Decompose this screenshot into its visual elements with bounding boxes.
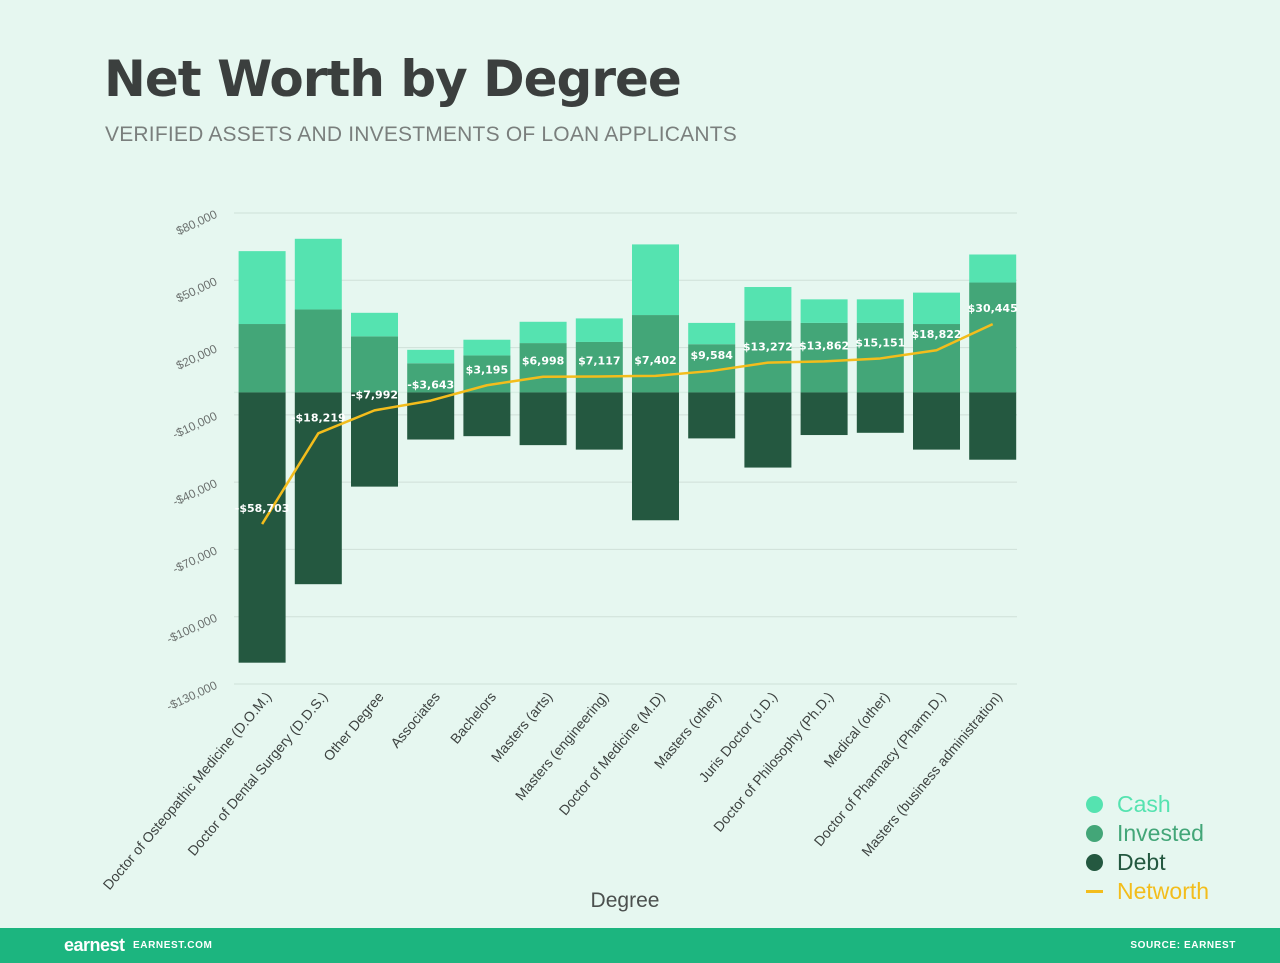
bar-debt	[800, 392, 848, 436]
bar-cash	[688, 322, 736, 345]
bar-debt	[969, 392, 1017, 460]
networth-value-label: $7,402	[634, 354, 676, 367]
bar-invested	[407, 363, 455, 393]
legend-label-invested: Invested	[1117, 820, 1204, 846]
footer-site-link[interactable]: EARNEST.COM	[133, 940, 213, 951]
value-labels: -$58,703 -$18,219 -$7,992 -$3,643 $3,195 $6,9…	[235, 302, 1018, 515]
y-tick-label: $80,000	[174, 207, 220, 238]
y-tick-label: -$40,000	[170, 476, 219, 509]
legend: Cash Invested Debt Networth	[1086, 790, 1209, 906]
legend-item-invested: Invested	[1086, 819, 1209, 848]
networth-value-label: $30,445	[968, 302, 1018, 315]
bar-cash	[632, 244, 679, 316]
page-title: Net Worth by Degree	[104, 50, 682, 108]
networth-value-label: -$7,992	[351, 388, 398, 401]
bar-debt	[463, 392, 511, 437]
x-category-label: Masters (engineering)	[512, 689, 612, 804]
legend-swatch-networth	[1086, 890, 1103, 893]
bar-cash	[856, 299, 904, 323]
bar-debt	[913, 392, 960, 450]
legend-swatch-debt	[1086, 854, 1103, 871]
legend-swatch-cash	[1086, 796, 1103, 813]
earnest-logo[interactable]: earnest	[64, 935, 125, 955]
bar-invested	[632, 315, 679, 393]
bar-debt	[519, 392, 567, 446]
bar-invested	[238, 324, 286, 393]
networth-value-label: -$58,703	[235, 502, 290, 515]
x-category-label: Doctor of Philosophy (Ph.D.)	[710, 689, 836, 835]
networth-value-label: $9,584	[690, 349, 733, 362]
bar-cash	[519, 321, 567, 344]
x-category-label: Associates	[387, 689, 443, 751]
bar-cash	[969, 254, 1017, 283]
legend-item-networth: Networth	[1086, 877, 1209, 906]
legend-item-debt: Debt	[1086, 848, 1209, 877]
y-tick-label: -$100,000	[164, 611, 219, 647]
bar-cash	[463, 339, 511, 356]
y-tick-label: -$10,000	[170, 409, 219, 442]
footer-bar: earnest EARNEST.COM SOURCE: EARNEST	[0, 928, 1280, 963]
bar-debt	[744, 392, 792, 468]
page-subtitle: VERIFIED ASSETS AND INVESTMENTS OF LOAN …	[105, 123, 737, 146]
bar-cash	[238, 251, 286, 325]
x-category-label: Bachelors	[447, 689, 499, 747]
y-tick-label: $20,000	[174, 341, 220, 372]
bar-cash	[744, 287, 792, 321]
networth-line	[261, 323, 994, 525]
bar-cash	[407, 349, 455, 364]
bar-debt	[575, 392, 623, 450]
bars	[238, 238, 1017, 663]
legend-swatch-invested	[1086, 825, 1103, 842]
bar-invested	[294, 309, 342, 393]
bar-debt	[294, 392, 342, 585]
legend-label-networth: Networth	[1117, 878, 1210, 904]
x-category-label: Other Degree	[320, 688, 387, 763]
y-tick-label: -$130,000	[164, 678, 219, 714]
bar-invested	[800, 322, 848, 393]
networth-value-label: -$18,219	[291, 411, 346, 424]
bar-debt	[632, 392, 679, 521]
networth-value-label: $18,822	[911, 328, 961, 341]
networth-line-layer	[261, 323, 994, 525]
y-tick-label: -$70,000	[170, 543, 219, 576]
legend-item-cash: Cash	[1086, 790, 1209, 819]
networth-value-label: $15,151	[855, 336, 905, 349]
networth-value-label: $6,998	[522, 355, 564, 368]
networth-value-label: $7,117	[578, 354, 620, 367]
networth-value-label: -$3,643	[407, 379, 454, 392]
bar-invested	[913, 324, 960, 393]
networth-value-label: $13,862	[799, 339, 849, 352]
y-tick-label: $50,000	[174, 274, 220, 305]
bar-invested	[519, 343, 567, 393]
networth-value-label: $13,272	[743, 341, 793, 354]
networth-value-label: $3,195	[466, 363, 508, 376]
bar-invested	[744, 320, 792, 393]
bar-cash	[913, 292, 960, 325]
legend-label-cash: Cash	[1117, 791, 1171, 817]
bar-debt	[238, 392, 286, 663]
bar-invested	[969, 282, 1017, 393]
legend-label-debt: Debt	[1117, 849, 1166, 875]
bar-cash	[351, 312, 398, 337]
bar-invested	[575, 341, 623, 393]
bar-debt	[688, 392, 736, 439]
x-category-label: Doctor of Medicine (M.D)	[556, 689, 668, 818]
footer-source: SOURCE: EARNEST	[1130, 940, 1236, 951]
x-axis-title: Degree	[591, 889, 660, 912]
net-worth-chart: -$58,703 -$18,219 -$7,992 -$3,643 $3,195 $6,9…	[100, 207, 1018, 912]
bar-cash	[294, 238, 342, 310]
bar-debt	[856, 392, 904, 433]
bar-cash	[800, 299, 848, 323]
bar-invested	[351, 336, 398, 393]
bar-cash	[575, 318, 623, 342]
